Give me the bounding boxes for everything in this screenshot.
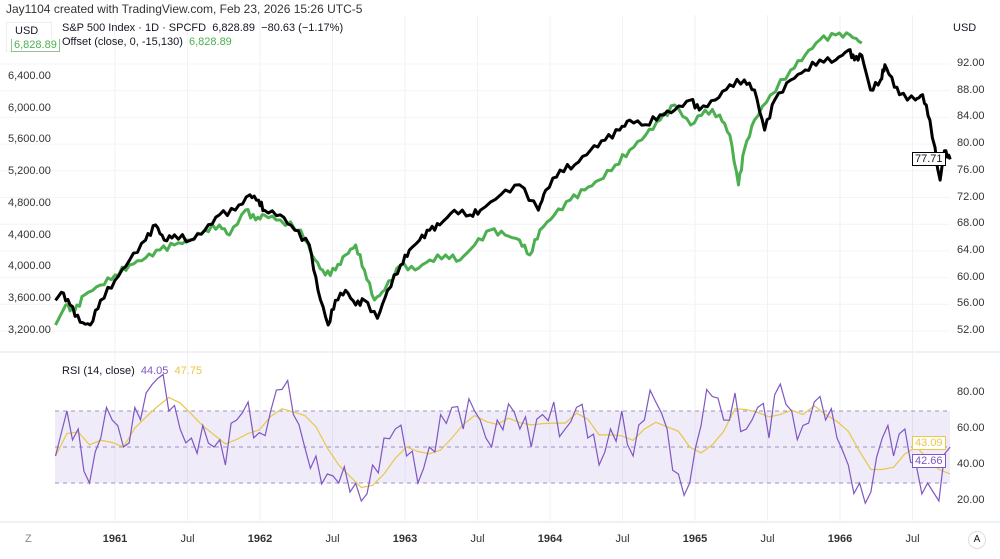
offset-label: Offset (close, 0, -15,130) <box>62 36 183 48</box>
left-price-tag: 6,828.89 <box>11 39 60 52</box>
rsi-ma-tag: 43.09 <box>912 436 946 450</box>
left-axis-label: 6,000.00 <box>8 101 51 114</box>
offset-legend[interactable]: Offset (close, 0, -15,130) 6,828.89 <box>62 36 232 48</box>
time-axis-label: Jul <box>470 533 485 545</box>
right-axis-label: 76.00 <box>957 163 985 176</box>
zoom-button[interactable]: Z <box>25 533 32 545</box>
rsi-label: RSI (14, close) <box>62 365 135 377</box>
left-axis-label: 6,400.00 <box>8 70 51 82</box>
currency-label: USD <box>15 25 39 37</box>
left-axis-label: 5,600.00 <box>8 133 51 146</box>
right-axis-label: 64.00 <box>957 243 985 256</box>
time-axis-label: 1962 <box>247 533 273 545</box>
last-price: 6,828.89 <box>212 22 256 34</box>
right-axis-label: 92.00 <box>957 57 985 69</box>
right-axis-label: 56.00 <box>957 297 985 310</box>
right-axis-label: 84.00 <box>957 110 985 123</box>
rsi-axis-label: 40.00 <box>957 458 985 470</box>
price-change: −80.63 (−1.17%) <box>261 22 344 34</box>
rsi-axis-label: 60.00 <box>957 422 985 434</box>
time-axis-label: Jul <box>325 533 340 545</box>
left-axis-label: 4,000.00 <box>8 260 51 273</box>
right-axis-label: 80.00 <box>957 137 985 150</box>
left-axis-label: 3,200.00 <box>8 323 51 336</box>
rsi-line <box>54 373 951 505</box>
rsi-value: 44.05 <box>140 365 169 377</box>
last-price-tag: 77.71 <box>912 152 946 166</box>
right-axis-label: 72.00 <box>957 190 985 203</box>
time-axis-label: 1961 <box>102 533 128 545</box>
time-axis-label: Jul <box>905 533 920 545</box>
left-axis-label: 5,200.00 <box>8 165 51 178</box>
rsi-legend[interactable]: RSI (14, close) 44.05 47.75 <box>62 365 202 377</box>
time-axis-label: 1965 <box>682 533 708 545</box>
rsi-tag: 42.66 <box>912 454 946 468</box>
time-axis-label: Jul <box>180 533 195 545</box>
sp500-series-line <box>54 48 952 327</box>
offset-value: 6,828.89 <box>188 36 232 48</box>
rsi-ma-line <box>54 396 951 489</box>
left-axis-label: 4,800.00 <box>8 196 51 209</box>
left-axis-label: 4,400.00 <box>8 228 51 241</box>
rsi-ma-value: 47.75 <box>174 365 203 377</box>
time-axis-label: 1963 <box>392 533 418 545</box>
symbol-label: S&P 500 Index · 1D · SPCFD <box>62 22 207 34</box>
right-axis-label: 88.00 <box>957 83 985 96</box>
time-axis-label: Jul <box>615 533 630 545</box>
right-axis-label: 68.00 <box>957 217 985 230</box>
rsi-axis-label: 80.00 <box>957 386 985 398</box>
time-axis-label: 1964 <box>537 533 563 545</box>
main-legend[interactable]: S&P 500 Index · 1D · SPCFD 6,828.89 −80.… <box>62 22 343 34</box>
auto-scale-button[interactable]: A <box>968 531 986 549</box>
rsi-axis-label: 20.00 <box>957 494 985 506</box>
left-scale-header[interactable]: USD 6,828.89 <box>6 22 60 52</box>
time-axis-label: 1966 <box>827 533 853 545</box>
time-axis-label: Jul <box>760 533 775 545</box>
right-currency-label[interactable]: USD <box>953 22 977 34</box>
right-axis-label: 52.00 <box>957 324 985 336</box>
right-axis-label: 60.00 <box>957 270 985 283</box>
left-axis-label: 3,600.00 <box>8 292 51 305</box>
credit-line: Jay1104 created with TradingView.com, Fe… <box>6 2 363 16</box>
offset-series-line <box>54 31 863 326</box>
